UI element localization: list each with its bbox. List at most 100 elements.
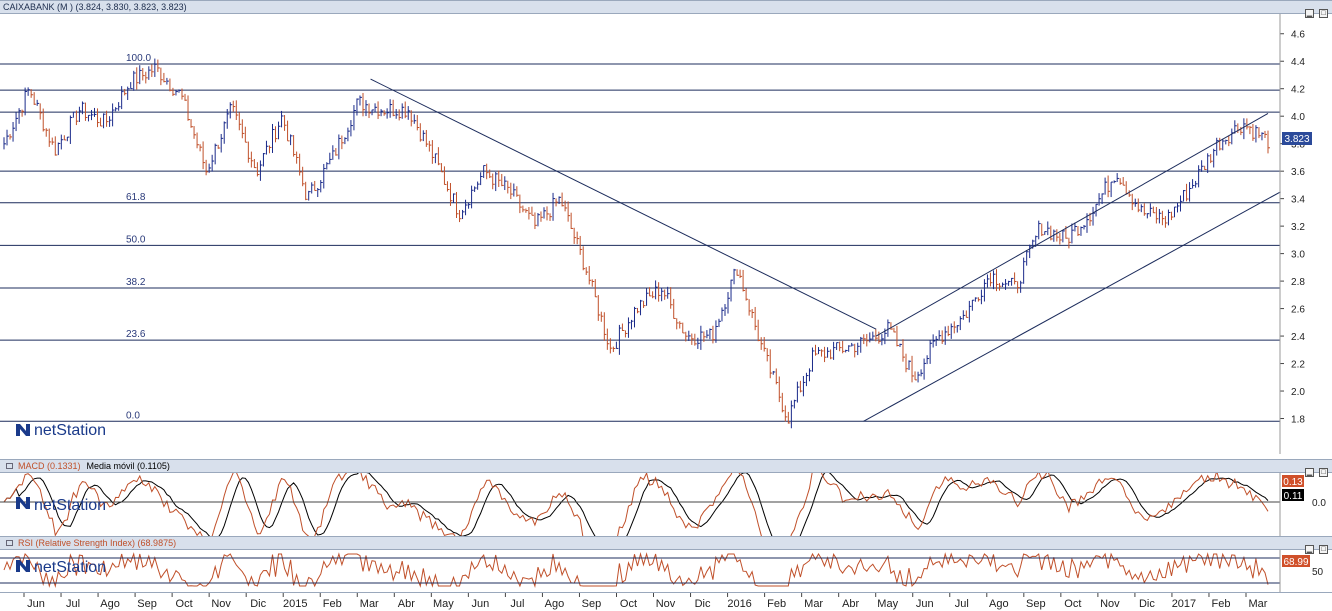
rsi-mid-label: 50 (1312, 567, 1324, 578)
netstation-logo-icon (16, 560, 30, 572)
maximize-icon[interactable]: □ (1319, 468, 1328, 477)
macd-zero-label: 0.0 (1312, 498, 1326, 509)
fib-level-label: 61.8 (126, 192, 146, 203)
maximize-icon[interactable]: □ (1319, 9, 1328, 18)
rsi-chart: 68.99 50 netStation (0, 550, 1324, 592)
y-tick-label: 4.4 (1291, 57, 1305, 68)
y-tick-label: 3.4 (1291, 195, 1305, 206)
x-tick-label: Nov (1100, 598, 1120, 610)
y-tick-label: 2.2 (1291, 360, 1305, 371)
y-tick-label: 2.6 (1291, 305, 1305, 316)
x-tick-label: 2015 (283, 598, 307, 610)
macd-line (3, 473, 1269, 536)
price-badge-label: 3.823 (1284, 134, 1309, 145)
netstation-logo: netStation (16, 422, 106, 439)
netstation-logo-text: netStation (34, 497, 106, 514)
x-tick-label: Jul (510, 598, 524, 610)
netstation-logo-icon (16, 497, 30, 509)
price-panel-header: CAIXABANK (M ) (3.824, 3.830, 3.823, 3.8… (0, 0, 1332, 18)
y-tick-label: 2.4 (1291, 332, 1305, 343)
netstation-logo-icon (16, 424, 30, 436)
panel-handle-icon (6, 463, 13, 469)
x-tick-label: Feb (323, 598, 342, 610)
x-tick-label: Ago (545, 598, 565, 610)
x-tick-label: Nov (211, 598, 231, 610)
x-tick-label: Dic (1139, 598, 1155, 610)
rsi-line (3, 552, 1269, 588)
y-tick-label: 2.0 (1291, 387, 1305, 398)
macd-badge (1282, 475, 1304, 487)
y-tick-label: 3.2 (1291, 222, 1305, 233)
x-tick-label: May (877, 598, 898, 610)
channel-upper-line (875, 113, 1269, 337)
netstation-logo: netStation (16, 497, 106, 514)
x-tick-label: Nov (656, 598, 676, 610)
y-tick-label: 4.6 (1291, 30, 1305, 41)
x-tick-label: 2016 (727, 598, 751, 610)
minimize-icon[interactable]: ▁ (1305, 545, 1314, 554)
rsi-panel-header: RSI (Relative Strength Index) (68.9875) … (0, 536, 1332, 554)
x-tick-label: Dic (695, 598, 711, 610)
macd-panel-header: MACD (0.1331) Media móvil (0.1105) ▁ □ (0, 459, 1332, 477)
panel-handle-icon (6, 540, 13, 546)
x-tick-label: Abr (842, 598, 859, 610)
x-tick-label: Mar (360, 598, 379, 610)
x-tick-label: 2017 (1172, 598, 1196, 610)
rsi-panel-title: RSI (Relative Strength Index) (68.9875) (18, 538, 177, 548)
y-tick-label: 1.8 (1291, 415, 1305, 426)
x-tick-label: Jul (66, 598, 80, 610)
macd-panel-title: MACD (0.1331) (18, 461, 81, 471)
x-tick-label: Oct (176, 598, 193, 610)
price-badge-rect (1282, 132, 1312, 145)
x-tick-label: Dic (250, 598, 266, 610)
downtrend-line (370, 78, 877, 330)
x-tick-label: Sep (1026, 598, 1046, 610)
minimize-icon[interactable]: ▁ (1305, 9, 1314, 18)
fib-level-label: 0.0 (126, 410, 140, 421)
signal-badge-label: 0.11 (1284, 491, 1303, 502)
x-tick-label: Abr (398, 598, 415, 610)
x-axis-svg: Jun Jul Ago Sep Oct Nov Dic 2015 Feb Mar Abr May Jun… (23, 593, 1268, 610)
x-tick-label: Ago (989, 598, 1009, 610)
x-axis: Jun Jul Ago Sep Oct Nov Dic 2015 Feb Mar Abr May Jun… (0, 592, 1332, 610)
y-tick-label: 2.8 (1291, 277, 1305, 288)
x-tick-label: May (433, 598, 454, 610)
maximize-icon[interactable]: □ (1319, 545, 1328, 554)
netstation-logo: netStation (16, 559, 106, 576)
y-tick-label: 4.2 (1291, 85, 1305, 96)
y-tick-label: 3.0 (1291, 250, 1305, 261)
x-tick-label: Mar (1249, 598, 1268, 610)
macd-chart: 0.13 0.11 0.0 netStation (0, 473, 1326, 536)
channel-lower-line (863, 191, 1281, 422)
fib-level-label: 100.0 (126, 53, 151, 64)
rsi-badge (1282, 555, 1310, 567)
y-tick-label: 3.8 (1291, 140, 1305, 151)
x-tick-label: Oct (620, 598, 637, 610)
fib-level-label: 38.2 (126, 277, 146, 288)
fib-level-label: 23.6 (126, 329, 146, 340)
macd-signal-line (3, 473, 1269, 536)
price-chart: 1.8 2.0 2.2 2.4 2.6 2.8 3.0 3.2 3.4 3.6 3.8 4.0 4.2 4… (0, 14, 1312, 454)
x-tick-label: Oct (1064, 598, 1081, 610)
minimize-icon[interactable]: ▁ (1305, 468, 1314, 477)
x-tick-label: Feb (1211, 598, 1230, 610)
netstation-logo-text: netStation (34, 422, 106, 439)
price-badge: 3.823 (1282, 132, 1312, 145)
x-tick-label: Jun (471, 598, 489, 610)
macd-signal-title: Media móvil (0.1105) (86, 461, 170, 471)
x-tick-label: Feb (767, 598, 786, 610)
x-tick-label: Sep (137, 598, 157, 610)
x-tick-label: Mar (804, 598, 823, 610)
x-tick-label: Sep (582, 598, 602, 610)
signal-badge (1282, 489, 1304, 501)
x-tick-label: Jun (916, 598, 934, 610)
macd-badge-label: 0.13 (1283, 477, 1303, 488)
price-panel-ohlc: (3.824, 3.830, 3.823, 3.823) (75, 2, 187, 12)
x-tick-label: Jun (27, 598, 45, 610)
x-tick-label: Jul (955, 598, 969, 610)
x-tick-label: Ago (100, 598, 120, 610)
price-panel-title: CAIXABANK (M ) (3, 2, 74, 12)
y-tick-label: 3.6 (1291, 167, 1305, 178)
rsi-badge-label: 68.99 (1283, 557, 1308, 568)
y-tick-label: 4.0 (1291, 112, 1305, 123)
